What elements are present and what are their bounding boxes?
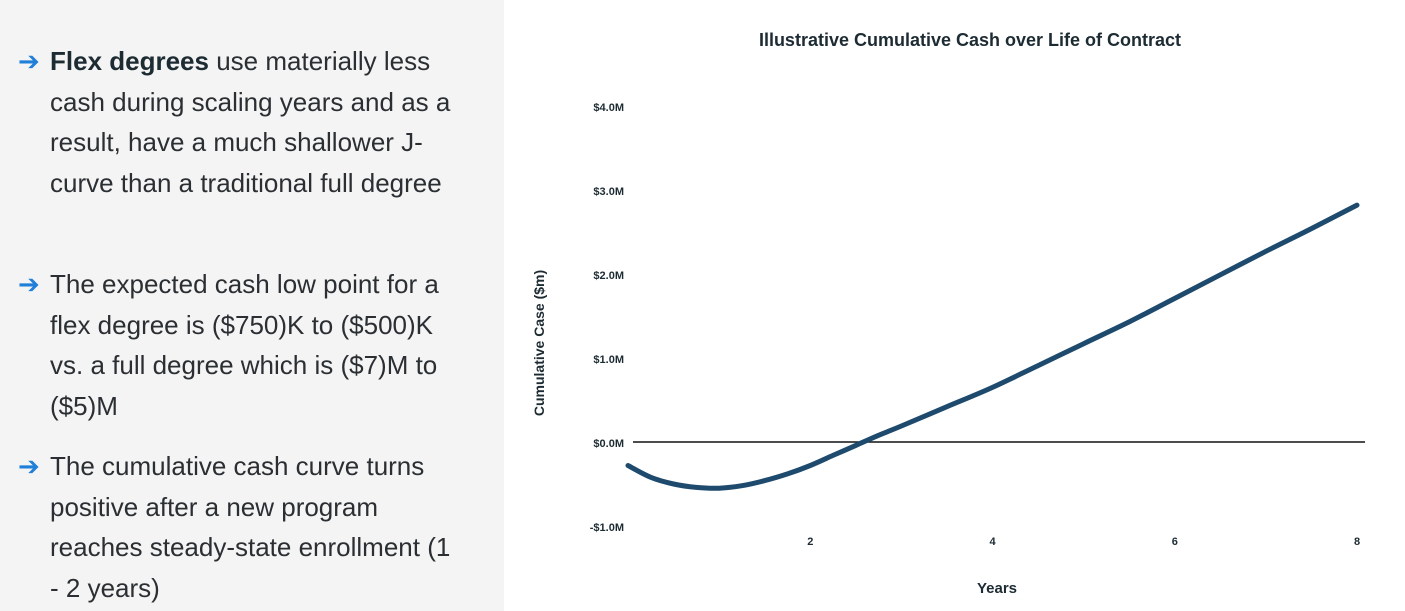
y-tick-label: $0.0M — [593, 438, 624, 450]
cumulative-cash-line — [625, 202, 1360, 491]
y-tick-label: $4.0M — [593, 102, 624, 114]
bullet-1-rest: use materially less cash during scaling … — [50, 46, 451, 198]
bullet-3: ➔ The cumulative cash curve turns positi… — [18, 446, 458, 608]
arrow-icon: ➔ — [18, 269, 40, 299]
bullet-2-text: The expected cash low point for a flex d… — [50, 269, 439, 421]
y-tick-label: $1.0M — [593, 354, 624, 366]
bullet-1-text: Flex degrees use materially less cash du… — [50, 41, 458, 203]
bullet-1: ➔ Flex degrees use materially less cash … — [18, 41, 458, 203]
chart-title: Illustrative Cumulative Cash over Life o… — [759, 30, 1181, 50]
bullet-2: ➔ The expected cash low point for a flex… — [18, 264, 458, 426]
arrow-icon: ➔ — [18, 46, 40, 76]
bullet-1-bold: Flex degrees — [50, 46, 209, 76]
x-tick-label: 8 — [1354, 536, 1360, 548]
x-tick-label: 4 — [989, 536, 996, 548]
x-tick-label: 2 — [807, 536, 813, 548]
y-tick-label: -$1.0M — [590, 522, 624, 534]
y-tick-label: $3.0M — [593, 186, 624, 198]
x-tick-label: 6 — [1172, 536, 1178, 548]
y-tick-label: $2.0M — [593, 270, 624, 282]
y-tick-labels: -$1.0M $0.0M $1.0M $2.0M $3.0M $4.0M — [590, 102, 624, 534]
bullet-3-text: The cumulative cash curve turns positive… — [50, 451, 451, 603]
x-axis-label: Years — [977, 580, 1017, 597]
left-text-panel: ➔ Flex degrees use materially less cash … — [0, 0, 504, 611]
arrow-icon: ➔ — [18, 451, 40, 481]
cumulative-cash-chart: Illustrative Cumulative Cash over Life o… — [531, 30, 1365, 597]
x-tick-labels: 2 4 6 8 — [807, 536, 1360, 548]
y-axis-label: Cumulative Case ($m) — [531, 270, 547, 416]
